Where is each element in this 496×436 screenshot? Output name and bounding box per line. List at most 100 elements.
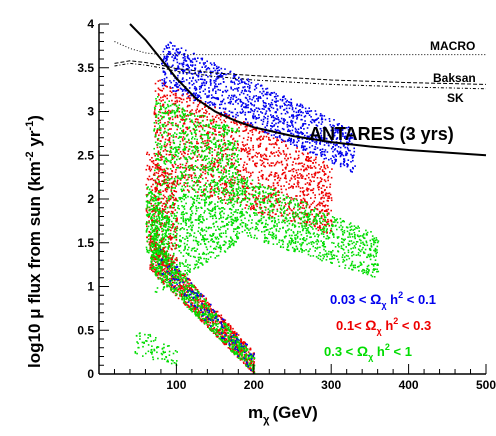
scatter-point	[317, 182, 320, 185]
scatter-point	[215, 146, 217, 148]
scatter-point	[177, 244, 179, 246]
scatter-point	[165, 144, 168, 147]
scatter-point	[296, 158, 299, 160]
scatter-point	[213, 64, 216, 66]
scatter-point	[273, 152, 275, 154]
scatter-point	[322, 205, 324, 207]
scatter-point	[174, 226, 177, 229]
scatter-point	[246, 163, 248, 165]
scatter-point	[227, 146, 229, 149]
scatter-point	[209, 183, 211, 185]
scatter-point	[249, 152, 251, 155]
scatter-point	[295, 162, 297, 165]
scatter-point	[290, 140, 292, 142]
scatter-point	[181, 64, 184, 66]
scatter-point	[294, 215, 297, 218]
scatter-point	[316, 220, 318, 223]
scatter-point	[324, 118, 327, 121]
scatter-point	[295, 214, 298, 217]
scatter-point	[205, 112, 207, 115]
scatter-point	[252, 128, 255, 130]
scatter-point	[322, 191, 324, 194]
scatter-point	[255, 226, 257, 228]
scatter-point	[307, 159, 310, 161]
scatter-point	[213, 79, 215, 82]
scatter-point	[231, 197, 234, 199]
scatter-point	[192, 127, 195, 130]
scatter-point	[322, 127, 325, 129]
scatter-point	[199, 232, 201, 234]
scatter-point	[177, 81, 180, 83]
scatter-point	[261, 112, 264, 114]
scatter-point	[178, 97, 180, 99]
scatter-point	[222, 136, 225, 139]
scatter-point	[188, 191, 190, 193]
scatter-point	[275, 234, 277, 237]
scatter-point	[184, 246, 186, 249]
scatter-point	[179, 87, 182, 90]
scatter-point	[178, 107, 181, 110]
scatter-point	[236, 99, 238, 101]
scatter-point	[166, 103, 169, 106]
scatter-point	[221, 158, 223, 160]
scatter-point	[185, 118, 187, 121]
scatter-point	[241, 208, 244, 211]
scatter-point	[296, 104, 298, 107]
scatter-point	[191, 150, 193, 152]
scatter-point	[179, 178, 181, 180]
scatter-point	[158, 181, 160, 183]
scatter-point	[182, 139, 184, 142]
scatter-point	[302, 220, 304, 223]
scatter-point	[311, 213, 313, 216]
scatter-point	[166, 135, 169, 137]
scatter-point	[357, 225, 359, 228]
scatter-point	[185, 252, 188, 254]
scatter-point	[194, 99, 197, 101]
scatter-point	[263, 197, 266, 200]
scatter-point	[298, 105, 300, 107]
scatter-point	[218, 180, 220, 182]
scatter-point	[289, 104, 292, 107]
scatter-point	[323, 164, 326, 167]
scatter-point	[200, 198, 203, 201]
scatter-point	[240, 112, 242, 114]
scatter-point	[270, 194, 272, 196]
scatter-point	[264, 130, 267, 133]
scatter-point	[154, 232, 157, 235]
scatter-point	[214, 116, 217, 118]
scatter-point	[167, 114, 170, 116]
scatter-point	[194, 219, 197, 221]
scatter-point	[299, 206, 302, 208]
scatter-point	[236, 142, 239, 145]
scatter-point	[334, 129, 336, 131]
scatter-point	[320, 198, 322, 200]
scatter-point	[215, 191, 218, 193]
scatter-point	[240, 123, 242, 126]
scatter-point	[323, 151, 326, 153]
scatter-point	[192, 168, 195, 170]
scatter-point	[362, 234, 365, 236]
scatter-point	[181, 211, 183, 214]
scatter-point	[319, 168, 321, 170]
scatter-point	[218, 228, 220, 230]
scatter-point	[212, 121, 215, 124]
scatter-point	[189, 59, 192, 62]
scatter-point	[200, 133, 203, 136]
scatter-point	[244, 126, 247, 128]
scatter-point	[221, 94, 223, 97]
scatter-point	[164, 159, 166, 162]
scatter-point	[308, 107, 310, 109]
scatter-point	[232, 89, 234, 91]
scatter-point	[163, 56, 166, 58]
scatter-point	[346, 141, 348, 144]
scatter-point	[185, 64, 188, 67]
scatter-point	[333, 217, 336, 219]
scatter-point	[186, 110, 188, 112]
scatter-point	[188, 176, 191, 178]
scatter-point	[183, 132, 185, 134]
scatter-point	[201, 227, 203, 230]
scatter-point	[341, 153, 343, 156]
scatter-point	[237, 87, 240, 89]
scatter-point	[209, 119, 212, 121]
scatter-point	[158, 98, 161, 101]
